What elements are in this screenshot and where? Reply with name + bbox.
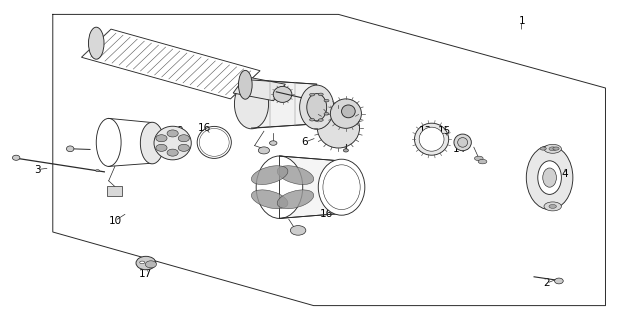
Ellipse shape	[454, 134, 471, 151]
Text: 17: 17	[139, 268, 153, 279]
Circle shape	[540, 147, 546, 150]
Ellipse shape	[291, 226, 306, 235]
Ellipse shape	[156, 144, 167, 151]
Circle shape	[310, 118, 315, 121]
Ellipse shape	[252, 166, 288, 185]
Circle shape	[140, 261, 145, 264]
Ellipse shape	[330, 99, 361, 128]
Ellipse shape	[342, 105, 355, 118]
Ellipse shape	[156, 135, 167, 142]
Ellipse shape	[256, 156, 303, 218]
Ellipse shape	[299, 85, 334, 129]
Ellipse shape	[270, 141, 277, 145]
Circle shape	[319, 119, 324, 121]
Circle shape	[324, 113, 329, 115]
Ellipse shape	[145, 261, 156, 268]
Text: 9: 9	[177, 126, 183, 136]
Ellipse shape	[88, 27, 104, 59]
Circle shape	[96, 170, 99, 172]
Circle shape	[478, 159, 487, 164]
Ellipse shape	[555, 278, 563, 284]
Bar	[107, 186, 122, 196]
Circle shape	[549, 204, 556, 208]
Ellipse shape	[544, 202, 561, 211]
Text: 5: 5	[326, 100, 332, 111]
Ellipse shape	[167, 149, 178, 156]
Ellipse shape	[323, 165, 360, 210]
Ellipse shape	[277, 166, 314, 185]
Ellipse shape	[252, 190, 288, 209]
Text: 1: 1	[519, 16, 525, 26]
Ellipse shape	[527, 146, 573, 210]
Text: 4: 4	[562, 169, 568, 180]
Ellipse shape	[307, 93, 327, 121]
Ellipse shape	[136, 256, 156, 270]
Text: 16: 16	[198, 123, 212, 133]
Ellipse shape	[178, 144, 189, 151]
Circle shape	[324, 99, 329, 102]
Ellipse shape	[419, 127, 444, 151]
Ellipse shape	[258, 147, 270, 154]
Circle shape	[549, 147, 556, 151]
Ellipse shape	[178, 135, 189, 142]
Ellipse shape	[458, 138, 468, 147]
Ellipse shape	[12, 155, 20, 160]
Ellipse shape	[318, 159, 365, 215]
Ellipse shape	[343, 149, 348, 152]
Ellipse shape	[96, 118, 121, 166]
Circle shape	[474, 156, 483, 161]
Polygon shape	[233, 76, 286, 101]
Ellipse shape	[235, 79, 268, 129]
Text: 10: 10	[108, 216, 122, 226]
Ellipse shape	[415, 123, 448, 155]
Ellipse shape	[538, 161, 561, 195]
Text: 16: 16	[319, 209, 333, 220]
Ellipse shape	[543, 168, 556, 187]
Text: 2: 2	[543, 278, 550, 288]
Polygon shape	[81, 29, 260, 99]
Text: 13: 13	[419, 126, 432, 136]
Polygon shape	[279, 156, 342, 219]
Ellipse shape	[277, 190, 314, 209]
Text: 3: 3	[34, 164, 40, 175]
Circle shape	[310, 93, 315, 96]
Circle shape	[319, 93, 324, 96]
Ellipse shape	[167, 130, 178, 137]
Ellipse shape	[273, 86, 292, 102]
Ellipse shape	[544, 144, 561, 153]
Ellipse shape	[140, 122, 164, 164]
Circle shape	[553, 147, 559, 150]
Ellipse shape	[317, 108, 360, 148]
Polygon shape	[252, 80, 317, 128]
Ellipse shape	[238, 70, 252, 99]
Text: 6: 6	[301, 137, 307, 148]
Ellipse shape	[154, 126, 191, 160]
Text: 15: 15	[437, 126, 451, 136]
Ellipse shape	[66, 146, 74, 152]
Text: 14: 14	[453, 144, 466, 154]
Text: 12: 12	[270, 84, 283, 95]
